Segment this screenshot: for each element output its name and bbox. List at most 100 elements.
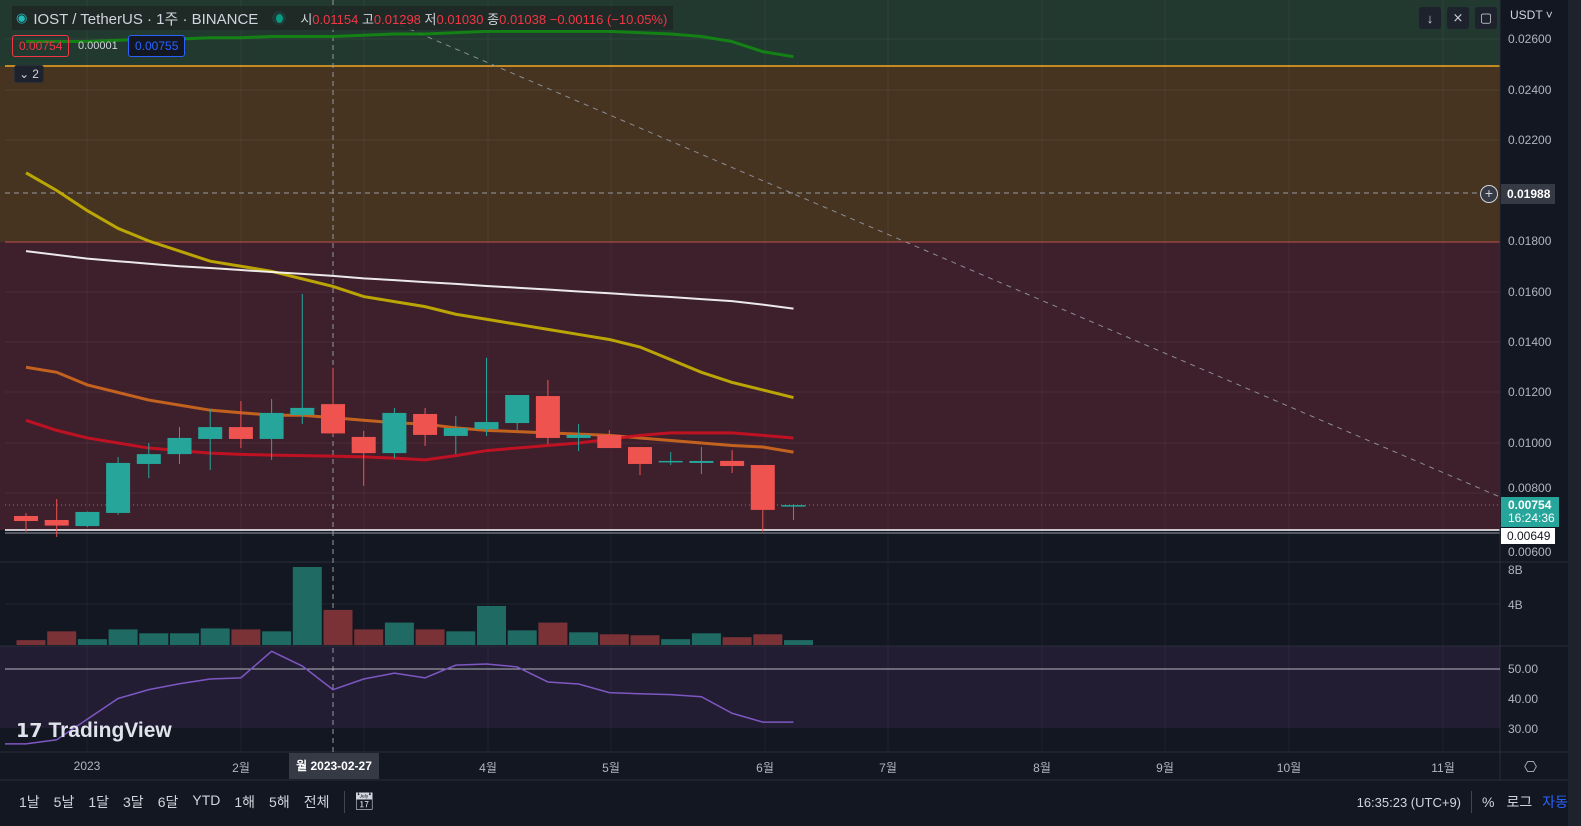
volume-bar bbox=[569, 632, 599, 645]
download-button[interactable]: ↓ bbox=[1419, 7, 1441, 29]
right-strip bbox=[1568, 0, 1581, 826]
collapse-pane-button[interactable]: ⨯ bbox=[1447, 7, 1469, 29]
candle-body bbox=[720, 460, 745, 466]
volume-bar bbox=[292, 567, 322, 645]
time-tick: 4월 bbox=[479, 761, 497, 775]
price-tick: 0.00800 bbox=[1508, 481, 1552, 495]
moving-average-line bbox=[25, 171, 794, 400]
time-tick: 5월 bbox=[602, 761, 620, 775]
sell-price-button[interactable]: 0.00754 bbox=[12, 35, 70, 57]
crosshair-price-label: 0.01988 bbox=[1501, 184, 1555, 204]
candle-body bbox=[321, 404, 345, 434]
ohlc-values: 시0.01154 고0.01298 저0.01030 종0.01038 −0.0… bbox=[300, 11, 668, 27]
volume-bar bbox=[722, 637, 752, 645]
volume-bar bbox=[538, 622, 568, 645]
volume-bar bbox=[384, 622, 414, 645]
price-tick: 0.01400 bbox=[1508, 335, 1552, 349]
range-button-4[interactable]: 6달 bbox=[157, 794, 179, 810]
log-scale-toggle[interactable]: 로그 bbox=[1506, 794, 1533, 810]
candle-body bbox=[689, 460, 714, 463]
percent-scale-toggle[interactable]: % bbox=[1482, 794, 1495, 810]
range-button-5[interactable]: YTD bbox=[192, 792, 221, 808]
price-tick: 0.01600 bbox=[1508, 285, 1552, 299]
symbol-title[interactable]: IOST / TetherUS · 1주 · BINANCE bbox=[33, 10, 259, 28]
candle-body bbox=[505, 395, 530, 424]
time-tick: 11월 bbox=[1431, 761, 1455, 775]
price-tick: 0.02600 bbox=[1508, 32, 1552, 46]
arrow-down-icon: ↓ bbox=[1426, 10, 1434, 26]
clock-timezone[interactable]: 16:35:23 (UTC+9) bbox=[1356, 794, 1462, 810]
volume-bar bbox=[507, 630, 537, 645]
currency-selector[interactable]: USDT ˅ bbox=[1510, 8, 1553, 22]
time-tick: 9월 bbox=[1156, 761, 1174, 775]
indicators-collapse-button[interactable]: ⌄ 2 bbox=[14, 65, 44, 83]
candle-body bbox=[351, 436, 376, 454]
time-tick: 2023 bbox=[73, 759, 101, 773]
volume-bar bbox=[415, 629, 445, 645]
candle-body bbox=[382, 412, 407, 454]
volume-bar bbox=[477, 606, 506, 645]
rsi-band bbox=[0, 646, 1500, 728]
price-tick: 0.01800 bbox=[1508, 234, 1552, 248]
bottom-toolbar: 1날 5날 1달 3달 6달 YTD 1해 5해 전체 📅︎ 16:35:23 (UTC+9) … bbox=[0, 782, 1568, 822]
volume-bar bbox=[16, 640, 46, 645]
spread-value: 0.00001 bbox=[78, 40, 118, 52]
time-tick: 6월 bbox=[756, 761, 774, 775]
candle-body bbox=[750, 464, 775, 510]
candle-body bbox=[106, 462, 131, 513]
candle-body bbox=[136, 454, 161, 464]
candle-body bbox=[259, 412, 284, 439]
volume-bar bbox=[753, 634, 783, 645]
range-button-7[interactable]: 5해 bbox=[269, 794, 290, 810]
price-tick: 0.00600 bbox=[1508, 545, 1552, 559]
range-button-1[interactable]: 5날 bbox=[53, 794, 75, 810]
price-tick: 0.02400 bbox=[1508, 83, 1552, 97]
add-alert-plus-icon[interactable]: + bbox=[1480, 185, 1498, 203]
volume-bar bbox=[108, 629, 138, 645]
maximize-icon: ▢ bbox=[1479, 10, 1493, 25]
price-tick: 0.02200 bbox=[1508, 133, 1552, 147]
volume-tick: 4B bbox=[1508, 598, 1523, 612]
volume-bar bbox=[47, 631, 77, 645]
market-status-icon bbox=[272, 11, 287, 25]
range-button-3[interactable]: 3달 bbox=[123, 794, 144, 810]
volume-bar bbox=[599, 634, 629, 645]
auto-scale-toggle[interactable]: 자동 bbox=[1542, 794, 1568, 810]
candle-body bbox=[628, 447, 652, 464]
buy-price-button[interactable]: 0.00755 bbox=[128, 35, 186, 57]
candle-body bbox=[14, 515, 38, 522]
last-price-label: 0.00754 16:24:36 bbox=[1501, 497, 1559, 527]
symbol-legend[interactable]: ◉ IOST / TetherUS · 1주 · BINANCE 시0.0115… bbox=[12, 6, 674, 30]
volume-bar bbox=[661, 639, 691, 645]
maximize-pane-button[interactable]: ▢ bbox=[1475, 7, 1497, 29]
candle-body bbox=[228, 427, 253, 439]
tradingview-watermark[interactable]: 𝟭𝟳 TradingView bbox=[16, 719, 172, 742]
candle-body bbox=[44, 520, 69, 526]
range-button-8[interactable]: 전체 bbox=[303, 794, 330, 810]
rsi-tick: 50.00 bbox=[1508, 662, 1539, 676]
candle-body bbox=[535, 396, 560, 438]
goto-date-calendar-icon[interactable]: 📅︎ bbox=[353, 792, 376, 811]
range-button-6[interactable]: 1해 bbox=[234, 794, 256, 810]
settings-gear-icon[interactable]: ⎔ bbox=[1524, 759, 1538, 776]
time-tick: 10월 bbox=[1276, 761, 1302, 775]
candle-body bbox=[167, 437, 192, 455]
low-price-label: 0.00649 bbox=[1501, 528, 1555, 544]
time-tick: 2월 bbox=[232, 761, 250, 775]
crosshair-date-label: 월 2023-02-27 bbox=[289, 753, 379, 779]
volume-bar bbox=[446, 631, 476, 645]
volume-bar bbox=[77, 639, 107, 645]
range-button-0[interactable]: 1날 bbox=[19, 794, 40, 810]
volume-bar bbox=[262, 631, 292, 645]
candle-body bbox=[658, 460, 683, 463]
volume-bar bbox=[170, 633, 199, 645]
moving-average-line bbox=[25, 250, 794, 310]
rsi-line bbox=[5, 650, 794, 745]
chevron-down-icon: ⌄ bbox=[19, 67, 30, 81]
volume-bar bbox=[354, 629, 384, 645]
volume-bar bbox=[784, 640, 813, 645]
time-tick: 7월 bbox=[879, 761, 897, 775]
candle-body bbox=[443, 428, 468, 436]
range-button-2[interactable]: 1달 bbox=[88, 794, 110, 810]
